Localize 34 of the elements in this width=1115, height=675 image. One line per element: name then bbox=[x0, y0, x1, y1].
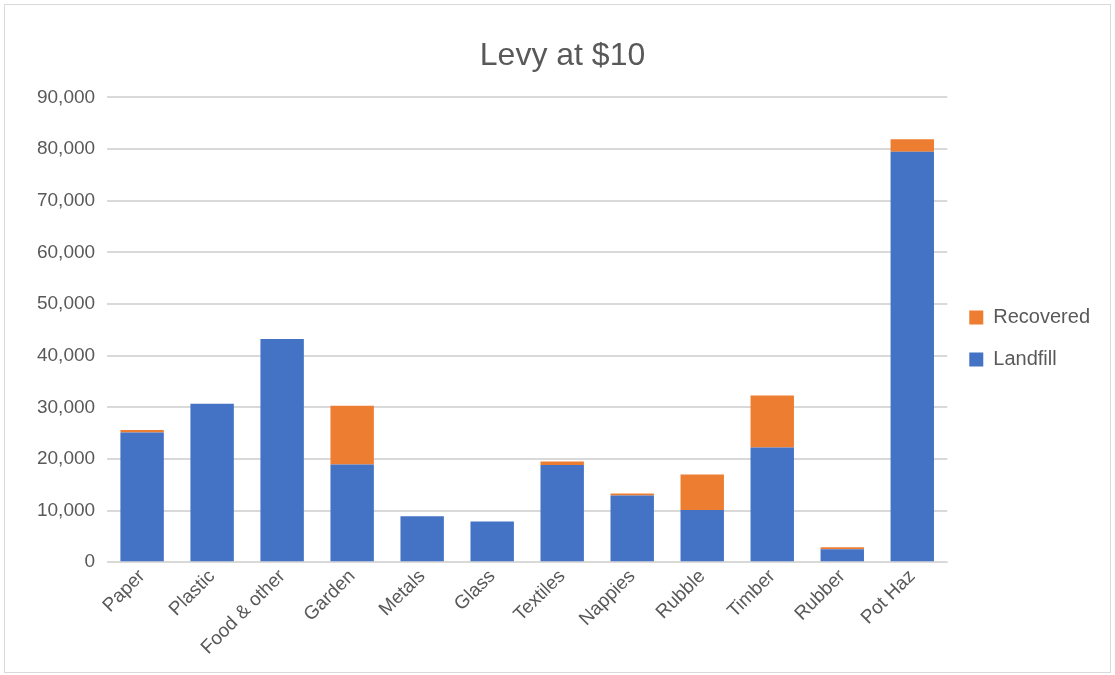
y-tick-label: 70,000 bbox=[36, 188, 96, 210]
x-tick-label: Pot Haz bbox=[856, 564, 919, 628]
y-tick-label: 90,000 bbox=[36, 85, 96, 107]
bar bbox=[330, 405, 374, 465]
bar bbox=[610, 493, 654, 496]
y-tick-label: 30,000 bbox=[36, 395, 96, 417]
bar bbox=[330, 464, 374, 562]
bar bbox=[610, 495, 654, 562]
legend-label: Recovered bbox=[993, 305, 1090, 328]
bar bbox=[400, 516, 444, 562]
bar bbox=[190, 403, 234, 562]
y-tick-label: 50,000 bbox=[36, 292, 96, 314]
chart-title: Levy at $10 bbox=[479, 36, 646, 73]
bar bbox=[680, 474, 724, 511]
legend-label: Landfill bbox=[993, 347, 1057, 370]
bar bbox=[540, 465, 584, 562]
bar bbox=[890, 151, 934, 562]
y-tick-label: 20,000 bbox=[36, 447, 96, 469]
bar bbox=[120, 432, 164, 562]
bar bbox=[820, 547, 864, 550]
bar bbox=[260, 339, 304, 562]
y-tick-label: 0 bbox=[84, 550, 96, 572]
y-tick-label: 10,000 bbox=[36, 498, 96, 520]
bar bbox=[750, 395, 794, 448]
bar bbox=[470, 521, 514, 562]
bar bbox=[680, 510, 724, 562]
y-tick-label: 80,000 bbox=[36, 137, 96, 159]
y-tick-label: 60,000 bbox=[36, 240, 96, 262]
bar bbox=[120, 430, 164, 433]
bar bbox=[890, 139, 934, 152]
bar bbox=[820, 549, 864, 562]
y-tick-label: 40,000 bbox=[36, 343, 96, 365]
bar bbox=[750, 447, 794, 562]
bar bbox=[540, 461, 584, 466]
